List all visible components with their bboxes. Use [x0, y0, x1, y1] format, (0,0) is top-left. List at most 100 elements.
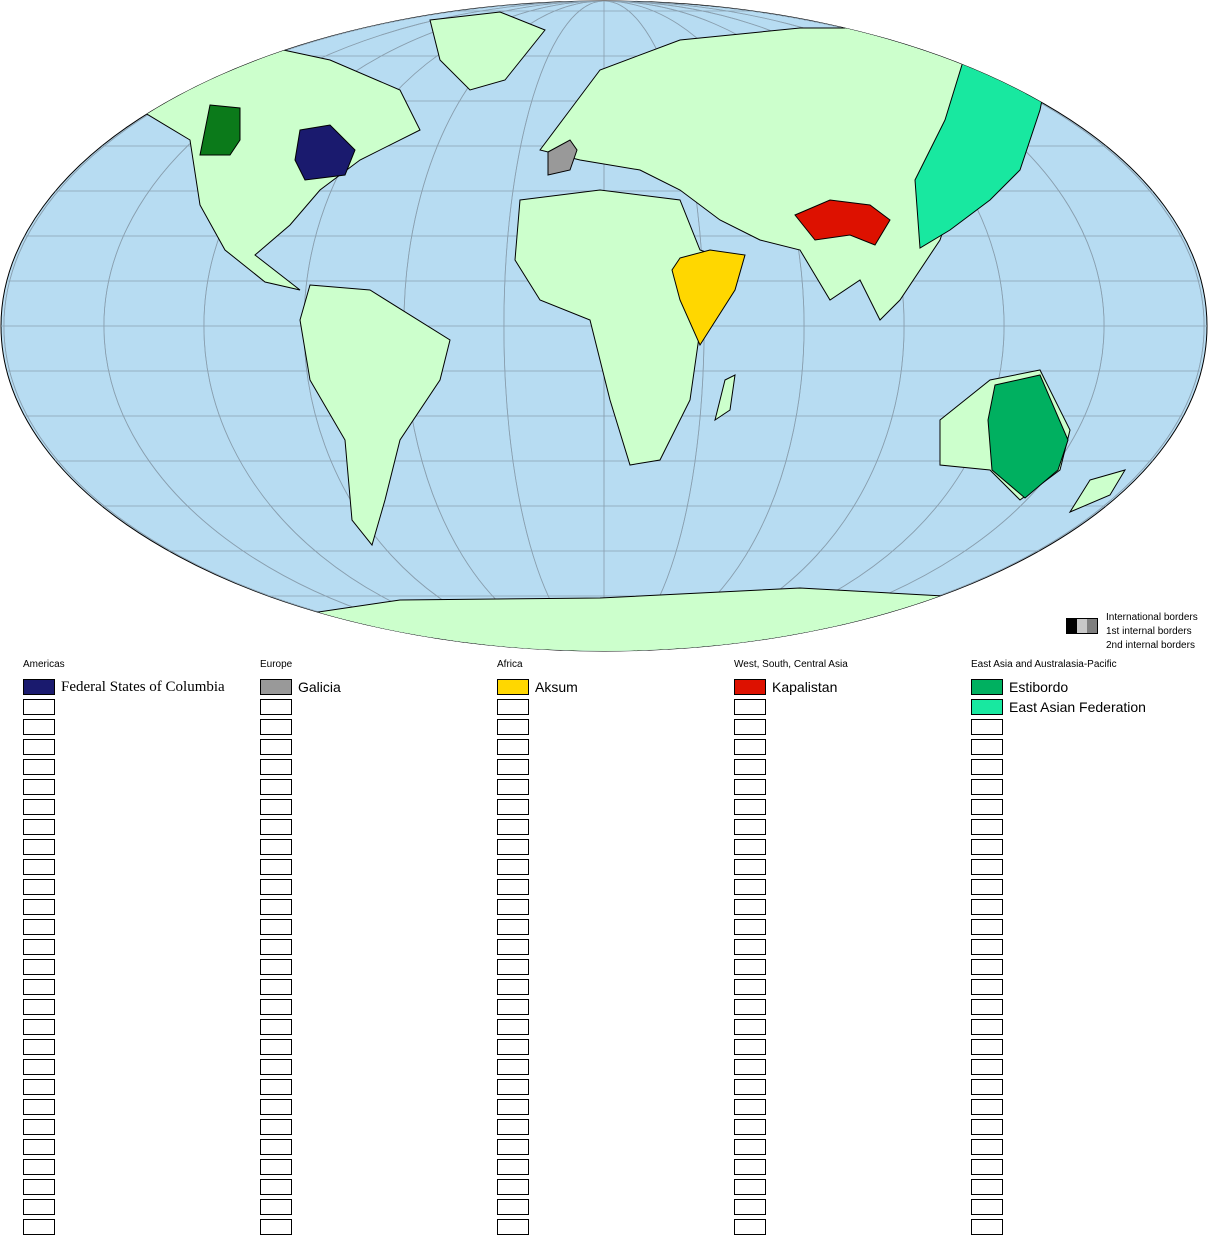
legend-entry: Federal States of Columbia: [23, 677, 253, 697]
empty-swatch: [260, 899, 292, 915]
empty-swatch: [734, 1099, 766, 1115]
empty-swatch: [260, 1159, 292, 1175]
empty-legend-entry: [971, 1077, 1201, 1097]
empty-legend-entry: [23, 1037, 253, 1057]
world-map: [0, 0, 1208, 652]
empty-legend-entry: [971, 877, 1201, 897]
empty-swatch: [23, 899, 55, 915]
empty-legend-entry: [260, 1117, 490, 1137]
color-swatch: [971, 699, 1003, 715]
empty-swatch: [734, 1179, 766, 1195]
empty-swatch: [497, 999, 529, 1015]
empty-legend-entry: [23, 977, 253, 997]
empty-swatch: [260, 939, 292, 955]
empty-legend-entry: [260, 1177, 490, 1197]
empty-swatch: [260, 839, 292, 855]
empty-swatch: [497, 699, 529, 715]
empty-swatch: [497, 1059, 529, 1075]
empty-legend-entry: [734, 977, 964, 997]
empty-swatch: [497, 759, 529, 775]
empty-swatch: [23, 1219, 55, 1235]
empty-swatch: [734, 1139, 766, 1155]
empty-legend-entry: [497, 1137, 727, 1157]
region-federal-states-of-columbia: [294, 124, 356, 181]
empty-legend-entry: [497, 937, 727, 957]
empty-legend-entry: [734, 937, 964, 957]
empty-swatch: [23, 759, 55, 775]
empty-swatch: [734, 699, 766, 715]
empty-legend-entry: [971, 1177, 1201, 1197]
empty-swatch: [497, 1039, 529, 1055]
empty-legend-entry: [260, 757, 490, 777]
empty-legend-entry: [260, 1197, 490, 1217]
empty-swatch: [23, 1079, 55, 1095]
empty-legend-entry: [23, 1177, 253, 1197]
empty-swatch: [23, 1159, 55, 1175]
empty-legend-entry: [971, 1057, 1201, 1077]
empty-swatch: [260, 999, 292, 1015]
border-legend-key: [1066, 618, 1098, 634]
empty-swatch: [971, 739, 1003, 755]
empty-legend-entry: [260, 1157, 490, 1177]
empty-legend-entry: [497, 1097, 727, 1117]
empty-legend-entry: [260, 1077, 490, 1097]
empty-legend-entry: [971, 777, 1201, 797]
border-label: 1st internal borders: [1106, 626, 1192, 637]
empty-legend-entry: [497, 717, 727, 737]
empty-swatch: [971, 1139, 1003, 1155]
empty-swatch: [971, 1099, 1003, 1115]
legend-entry: Galicia: [260, 677, 490, 697]
empty-swatch: [971, 819, 1003, 835]
empty-legend-entry: [23, 1197, 253, 1217]
empty-legend-entry: [497, 1057, 727, 1077]
empty-swatch: [497, 979, 529, 995]
empty-legend-entry: [497, 757, 727, 777]
empty-legend-entry: [971, 1157, 1201, 1177]
empty-swatch: [971, 959, 1003, 975]
empty-legend-entry: [734, 1177, 964, 1197]
empty-swatch: [497, 1179, 529, 1195]
region-cascadia: [199, 104, 241, 156]
empty-swatch: [23, 939, 55, 955]
empty-swatch: [971, 1119, 1003, 1135]
empty-swatch: [260, 1039, 292, 1055]
legend-column: Africa Aksum: [497, 659, 727, 1237]
legend-entry-label: Aksum: [535, 679, 578, 695]
empty-swatch: [497, 779, 529, 795]
empty-legend-entry: [23, 1157, 253, 1177]
empty-legend-entry: [734, 797, 964, 817]
empty-swatch: [971, 1059, 1003, 1075]
empty-legend-entry: [971, 957, 1201, 977]
empty-legend-entry: [260, 977, 490, 997]
border-label: 2nd internal borders: [1106, 640, 1195, 651]
new-zealand: [1068, 469, 1127, 514]
empty-legend-entry: [734, 737, 964, 757]
empty-legend-entry: [260, 1137, 490, 1157]
empty-legend-entry: [497, 1177, 727, 1197]
empty-swatch: [23, 1059, 55, 1075]
empty-swatch: [497, 1079, 529, 1095]
empty-swatch: [260, 1199, 292, 1215]
empty-legend-entry: [23, 957, 253, 977]
empty-legend-entry: [23, 937, 253, 957]
empty-legend-entry: [734, 997, 964, 1017]
empty-swatch: [971, 1039, 1003, 1055]
legend-entry-label: Estibordo: [1009, 679, 1069, 695]
empty-legend-entry: [971, 797, 1201, 817]
region-aksum: [671, 249, 746, 347]
empty-swatch: [497, 1159, 529, 1175]
empty-legend-entry: [734, 877, 964, 897]
empty-swatch: [971, 859, 1003, 875]
empty-swatch: [497, 1199, 529, 1215]
empty-swatch: [23, 879, 55, 895]
empty-swatch: [23, 1139, 55, 1155]
empty-legend-entry: [971, 817, 1201, 837]
empty-legend-entry: [971, 937, 1201, 957]
empty-legend-entry: [260, 1057, 490, 1077]
empty-legend-entry: [734, 917, 964, 937]
empty-legend-entry: [23, 797, 253, 817]
empty-swatch: [260, 799, 292, 815]
empty-swatch: [734, 1059, 766, 1075]
empty-legend-entry: [497, 1157, 727, 1177]
empty-swatch: [497, 879, 529, 895]
